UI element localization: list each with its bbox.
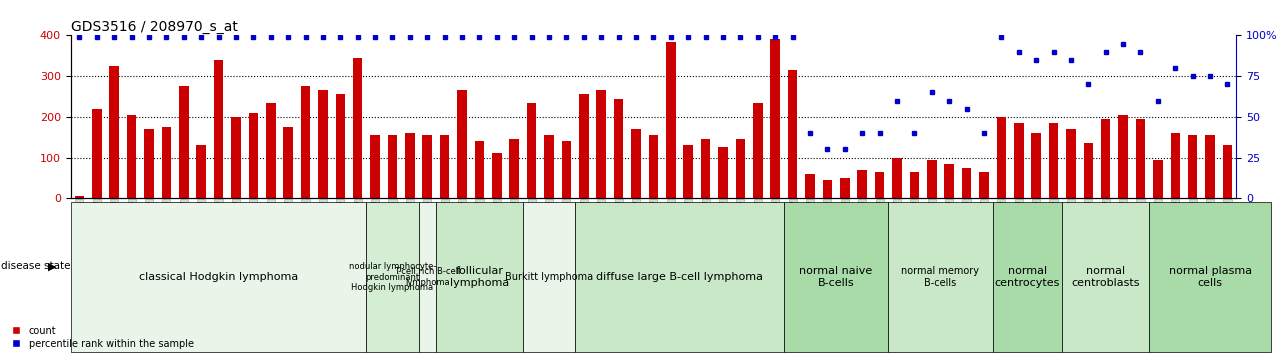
Bar [231,117,240,198]
Bar [1067,129,1076,198]
Text: GDS3516 / 208970_s_at: GDS3516 / 208970_s_at [71,21,238,34]
Bar [545,135,554,198]
Text: ▶: ▶ [48,261,57,272]
Bar [248,113,258,198]
Bar [127,115,136,198]
Bar [562,141,572,198]
Bar [93,109,102,198]
Bar [75,196,84,198]
Bar [892,158,902,198]
Bar [806,174,815,198]
Bar [1101,119,1110,198]
Bar [109,66,120,198]
Bar [840,178,849,198]
Bar [527,103,536,198]
Bar [1083,143,1094,198]
Bar [474,141,484,198]
Legend: count, percentile rank within the sample: count, percentile rank within the sample [12,326,194,349]
Bar [144,129,154,198]
Bar [1049,123,1059,198]
Text: Burkitt lymphoma: Burkitt lymphoma [505,272,594,282]
Bar [1136,119,1145,198]
Bar [301,86,310,198]
Bar [961,168,971,198]
Bar [771,40,780,198]
Text: normal
centrocytes: normal centrocytes [995,266,1060,288]
Bar [1171,133,1180,198]
Bar [509,139,519,198]
Bar [197,145,206,198]
Bar [179,86,189,198]
Bar [1032,133,1041,198]
Bar [353,58,362,198]
Bar [649,135,658,198]
Bar [735,139,745,198]
Bar [875,172,884,198]
Bar [1187,135,1198,198]
Text: disease state: disease state [0,261,71,272]
Bar [162,127,171,198]
Bar [614,98,623,198]
Text: normal plasma
cells: normal plasma cells [1168,266,1252,288]
Text: normal naive
B-cells: normal naive B-cells [799,266,873,288]
Bar [631,129,641,198]
Bar [684,145,693,198]
Bar [370,135,380,198]
Bar [753,103,762,198]
Bar [596,90,607,198]
Bar [700,139,711,198]
Text: follicular
lymphoma: follicular lymphoma [450,266,509,288]
Bar [1153,160,1163,198]
Bar [457,90,466,198]
Bar [822,180,833,198]
Bar [213,60,224,198]
Bar [1014,123,1024,198]
Bar [388,135,397,198]
Bar [926,160,937,198]
Bar [283,127,293,198]
Bar [580,95,589,198]
Text: T-cell rich B-cell
lymphoma: T-cell rich B-cell lymphoma [394,267,460,287]
Bar [1118,115,1128,198]
Text: classical Hodgkin lymphoma: classical Hodgkin lymphoma [139,272,298,282]
Bar [944,164,953,198]
Bar [319,90,328,198]
Bar [423,135,432,198]
Bar [857,170,867,198]
Bar [788,70,798,198]
Bar [492,154,501,198]
Text: nodular lymphocyte-
predominant
Hodgkin lymphoma: nodular lymphocyte- predominant Hodgkin … [348,262,436,292]
Text: normal
centroblasts: normal centroblasts [1072,266,1140,288]
Bar [666,41,676,198]
Bar [718,147,727,198]
Bar [997,117,1006,198]
Bar [439,135,450,198]
Bar [1223,145,1232,198]
Bar [266,103,275,198]
Text: normal memory
B-cells: normal memory B-cells [902,266,979,288]
Bar [910,172,919,198]
Text: diffuse large B-cell lymphoma: diffuse large B-cell lymphoma [596,272,763,282]
Bar [1205,135,1214,198]
Bar [335,95,346,198]
Bar [405,133,415,198]
Bar [979,172,988,198]
